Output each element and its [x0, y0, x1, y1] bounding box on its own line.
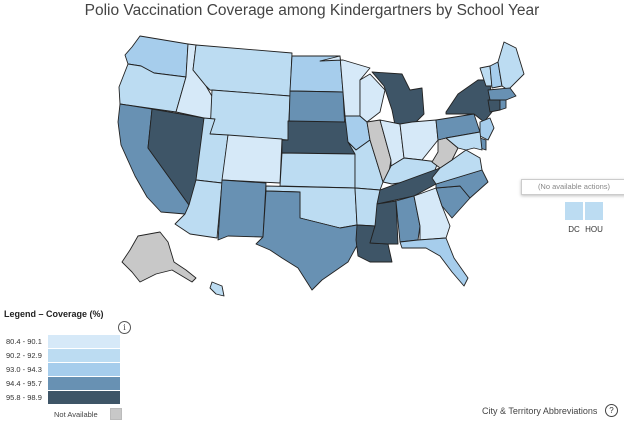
legend-swatch [48, 391, 120, 404]
state-nj[interactable] [479, 117, 495, 141]
state-ak[interactable] [121, 231, 197, 283]
legend-bin-label: 94.4 - 95.7 [6, 379, 42, 388]
state-me[interactable] [497, 41, 525, 91]
state-md[interactable] [445, 131, 483, 151]
state-mo[interactable] [347, 139, 384, 191]
state-fl[interactable] [399, 237, 469, 287]
state-ne[interactable] [281, 120, 356, 155]
territory-box-hou[interactable] [585, 202, 603, 220]
state-hi[interactable] [209, 281, 225, 297]
legend-bin-label: 93.0 - 94.3 [6, 365, 42, 374]
city-territory-abbreviations-link[interactable]: City & Territory Abbreviations [482, 406, 598, 416]
legend-bin-label: 95.8 - 98.9 [6, 393, 42, 402]
legend-swatch [48, 349, 120, 362]
page-title: Polio Vaccination Coverage among Kinderg… [84, 2, 540, 19]
info-icon[interactable]: i [118, 321, 131, 334]
state-ks[interactable] [279, 152, 356, 189]
territory-label-dc: DC [568, 225, 580, 234]
state-nm[interactable] [217, 179, 267, 241]
state-ma[interactable] [487, 87, 517, 101]
legend-swatch [48, 363, 120, 376]
state-oh[interactable] [399, 119, 439, 161]
state-tn[interactable] [376, 167, 441, 205]
state-tx[interactable] [255, 190, 361, 291]
state-ct[interactable] [487, 99, 501, 113]
not-available-swatch [110, 408, 122, 420]
legend-bin-label: 80.4 - 90.1 [6, 337, 42, 346]
state-nd[interactable] [289, 55, 344, 93]
territory-label-hou: HOU [585, 225, 603, 234]
state-wy[interactable] [209, 89, 291, 141]
legend-swatch [48, 335, 120, 348]
state-co[interactable] [221, 134, 283, 184]
state-mt[interactable] [192, 44, 293, 97]
legend-title: Legend – Coverage (%) [4, 309, 104, 319]
tooltip: (No available actions) [521, 179, 624, 195]
territory-box-dc[interactable] [565, 202, 583, 220]
legend-swatch [48, 377, 120, 390]
not-available-label: Not Available [54, 410, 98, 419]
help-icon[interactable]: ? [605, 404, 618, 417]
legend-bin-label: 90.2 - 92.9 [6, 351, 42, 360]
state-wi[interactable] [359, 73, 386, 123]
state-ri[interactable] [499, 99, 507, 111]
state-al[interactable] [395, 195, 421, 243]
